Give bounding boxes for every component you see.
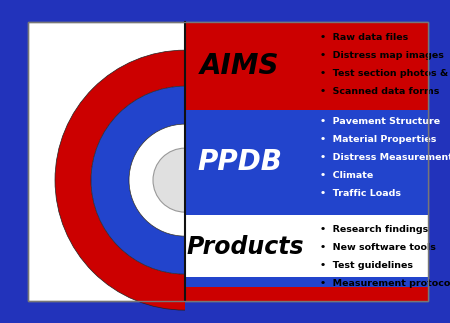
Text: PPDB: PPDB [198,149,283,176]
Text: •  Test section photos & videos: • Test section photos & videos [320,69,450,78]
Text: •  Distress map images: • Distress map images [320,51,444,60]
Wedge shape [55,50,185,310]
Bar [185,277,428,287]
Bar [28,22,428,301]
Text: •  Raw data files: • Raw data files [320,34,408,43]
Text: •  Traffic Loads: • Traffic Loads [320,190,401,199]
Text: Products: Products [186,235,304,259]
Wedge shape [91,86,185,274]
Text: •  Climate: • Climate [320,172,373,181]
Text: •  Distress Measurements: • Distress Measurements [320,153,450,162]
Bar [185,215,428,277]
Bar [185,287,428,301]
Wedge shape [129,124,185,236]
Text: •  Material Properties: • Material Properties [320,136,436,144]
Text: AIMS: AIMS [200,52,280,80]
Bar [185,110,428,215]
Bar [28,22,428,301]
Text: •  Scanned data forms: • Scanned data forms [320,88,439,97]
Text: •  New software tools: • New software tools [320,243,436,252]
Text: •  Test guidelines: • Test guidelines [320,261,413,269]
Text: •  Pavement Structure: • Pavement Structure [320,118,440,127]
Text: •  Research findings: • Research findings [320,224,428,234]
Bar [185,22,428,110]
Wedge shape [153,148,185,212]
Text: •  Measurement protocols: • Measurement protocols [320,278,450,287]
